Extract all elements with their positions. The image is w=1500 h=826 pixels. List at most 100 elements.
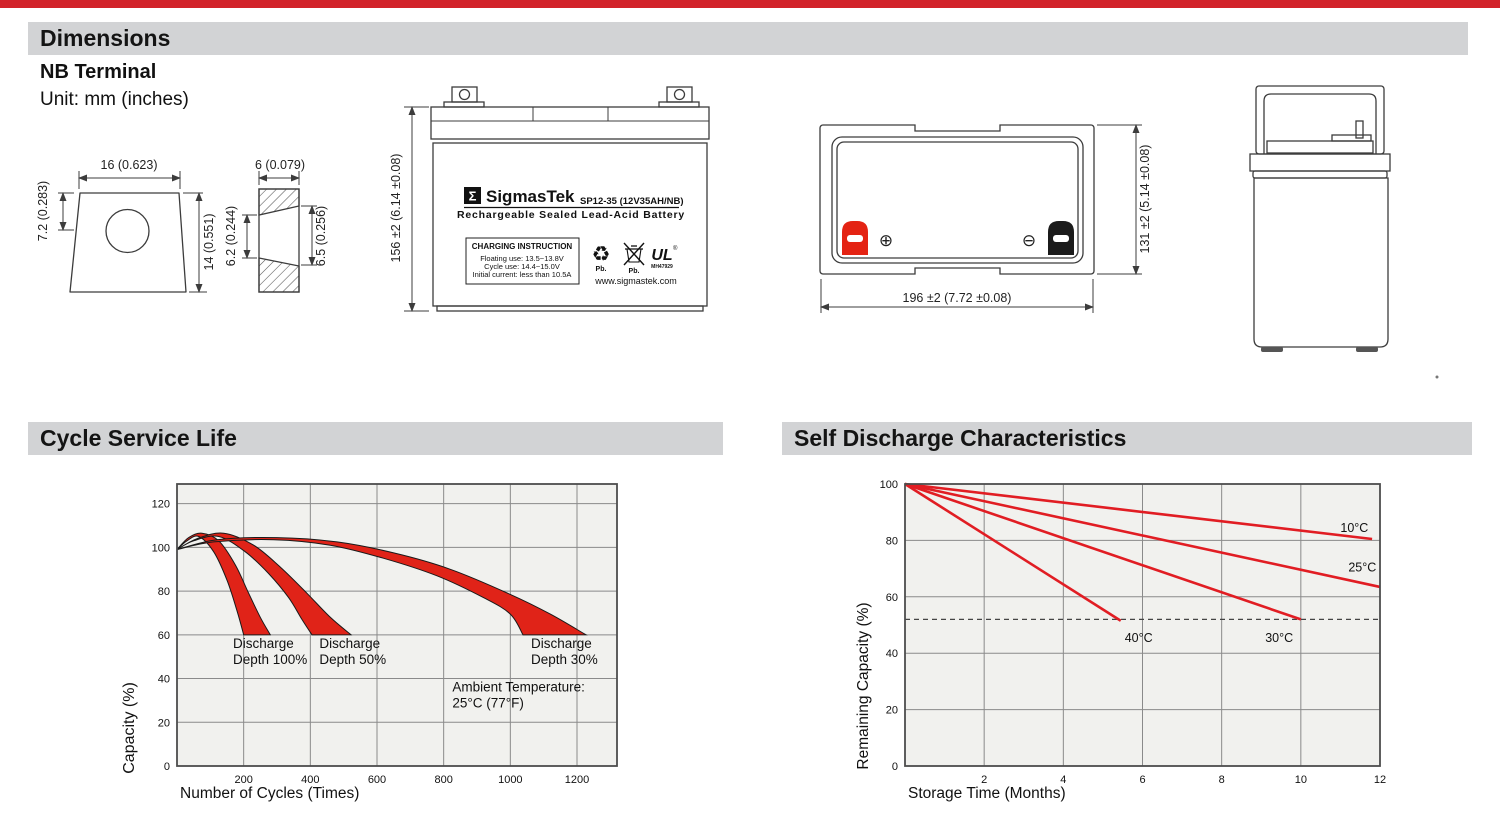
dimension-drawings: 16 (0.623) 7.2 (0.283) 14 (0.551) 6 (0.0… bbox=[36, 85, 1439, 379]
series-label: 10°C bbox=[1340, 521, 1368, 535]
svg-text:6.2 (0.244): 6.2 (0.244) bbox=[224, 206, 238, 266]
battery-subtitle: Rechargeable Sealed Lead-Acid Battery bbox=[457, 209, 685, 221]
battery-front-drawing: Σ SigmasTek SP12-35 (12V35AH/NB) Recharg… bbox=[389, 86, 710, 312]
x-tick-label: 600 bbox=[368, 774, 386, 786]
svg-text:Floating use: 13.5~13.8V: Floating use: 13.5~13.8V bbox=[480, 254, 564, 263]
x-tick-label: 1200 bbox=[565, 774, 589, 786]
series-line-25C bbox=[904, 482, 1381, 589]
svg-text:♻: ♻ bbox=[592, 243, 611, 266]
y-axis-label: Capacity (%) bbox=[121, 682, 138, 774]
svg-text:6.5 (0.256): 6.5 (0.256) bbox=[314, 206, 328, 266]
svg-text:16 (0.623): 16 (0.623) bbox=[101, 158, 158, 172]
y-tick-label: 40 bbox=[886, 648, 898, 660]
dim-terminal-side-width: 6 (0.079) bbox=[255, 158, 305, 185]
ul-mark-icon: UL ® MH47929 bbox=[651, 245, 678, 270]
plot-layer: 0 20 40 60 80 100 120 200 400 600 800 1000 1200 Disch… bbox=[152, 483, 618, 786]
crossed-bin-pb-icon: Pb. bbox=[623, 242, 645, 275]
unit-note: Unit: mm (inches) bbox=[40, 89, 189, 110]
series-label: 40°C bbox=[1125, 631, 1153, 645]
x-tick-label: 4 bbox=[1060, 774, 1066, 786]
x-tick-label: 10 bbox=[1295, 774, 1307, 786]
dim-terminal-height: 14 (0.551) bbox=[183, 192, 216, 293]
x-axis-label: Storage Time (Months) bbox=[908, 785, 1066, 802]
svg-text:CHARGING INSTRUCTION: CHARGING INSTRUCTION bbox=[472, 242, 573, 251]
charging-instruction-box: CHARGING INSTRUCTION Floating use: 13.5~… bbox=[465, 237, 580, 285]
band-discharge-depth-50- bbox=[176, 532, 353, 636]
series-label: 30°C bbox=[1265, 631, 1293, 645]
x-tick-label: 8 bbox=[1219, 774, 1225, 786]
y-tick-label: 60 bbox=[886, 592, 898, 604]
svg-text:MH47929: MH47929 bbox=[651, 264, 673, 270]
plot-border bbox=[904, 483, 1381, 767]
chart-annotation: Depth 100% bbox=[233, 652, 307, 667]
battery-foot bbox=[1261, 347, 1283, 352]
x-tick-label: 200 bbox=[234, 774, 252, 786]
sigma-logo-icon bbox=[464, 187, 481, 204]
terminal-front-drawing: 16 (0.623) 7.2 (0.283) 14 (0.551) bbox=[36, 158, 216, 293]
y-tick-label: 100 bbox=[880, 479, 898, 491]
cycle-service-life-chart: 0 20 40 60 80 100 120 200 400 600 800 1000 1200 Disch… bbox=[121, 483, 618, 802]
series-line-40C bbox=[904, 482, 1122, 622]
chart-annotation: Discharge bbox=[531, 636, 592, 651]
svg-text:14 (0.551): 14 (0.551) bbox=[202, 214, 216, 271]
svg-text:6 (0.079): 6 (0.079) bbox=[255, 158, 305, 172]
x-axis-label: Number of Cycles (Times) bbox=[180, 785, 359, 802]
y-axis-label: Remaining Capacity (%) bbox=[855, 602, 872, 769]
chart-annotation: Ambient Temperature: bbox=[452, 680, 585, 695]
plot-layer: 10°C 25°C 30°C 40°C 0 20 40 60 80 100 2 4 6 8 10 12 bbox=[880, 479, 1386, 786]
dim-terminal-offset: 7.2 (0.283) bbox=[36, 181, 74, 241]
svg-text:131 ±2 (5.14 ±0.08): 131 ±2 (5.14 ±0.08) bbox=[1138, 145, 1152, 254]
section-title: Cycle Service Life bbox=[40, 425, 237, 451]
battery-foot bbox=[1356, 347, 1378, 352]
svg-text:7.2 (0.283): 7.2 (0.283) bbox=[36, 181, 50, 241]
y-tick-label: 80 bbox=[158, 586, 170, 598]
dim-terminal-side-right: 6.5 (0.256) bbox=[301, 205, 328, 266]
battery-side-drawing bbox=[1249, 85, 1391, 352]
svg-text:Σ: Σ bbox=[469, 189, 477, 204]
svg-text:Pb.: Pb. bbox=[629, 268, 640, 275]
chart-annotation: Discharge bbox=[233, 636, 294, 651]
section-header-cycle-service-life: Cycle Service Life bbox=[28, 422, 723, 455]
side-terminal-post bbox=[1355, 120, 1364, 139]
series-line-30C bbox=[904, 482, 1302, 621]
terminal-type-label: NB Terminal bbox=[40, 61, 157, 83]
dim-terminal-width: 16 (0.623) bbox=[78, 158, 181, 189]
chart-annotation: Discharge bbox=[319, 636, 380, 651]
x-tick-label: 1000 bbox=[498, 774, 522, 786]
terminal-side-drawing: 6 (0.079) 6.2 (0.244) 6.5 (0.256) bbox=[224, 158, 328, 293]
svg-text:UL: UL bbox=[651, 247, 672, 264]
terminal-info: NB Terminal Unit: mm (inches) bbox=[40, 60, 189, 112]
x-tick-label: 2 bbox=[981, 774, 987, 786]
x-tick-label: 12 bbox=[1374, 774, 1386, 786]
dim-battery-top-height: 131 ±2 (5.14 ±0.08) bbox=[1097, 124, 1152, 275]
x-tick-label: 400 bbox=[301, 774, 319, 786]
y-tick-label: 20 bbox=[886, 705, 898, 717]
svg-text:156 ±2 (6.14 ±0.08): 156 ±2 (6.14 ±0.08) bbox=[389, 154, 403, 263]
recycle-pb-icon: ♻ Pb. bbox=[592, 243, 611, 273]
minus-symbol-icon: ⊖ bbox=[1022, 231, 1036, 250]
svg-text:®: ® bbox=[673, 245, 678, 252]
svg-text:Cycle use: 14.4~15.0V: Cycle use: 14.4~15.0V bbox=[484, 262, 560, 271]
section-header-dimensions: Dimensions bbox=[28, 22, 1468, 55]
battery-top-drawing: ⊕ ⊖ 131 ±2 (5.14 ±0.08) 196 ±2 (7.72 ±0.… bbox=[819, 124, 1152, 313]
dim-battery-top-width: 196 ±2 (7.72 ±0.08) bbox=[820, 279, 1094, 313]
series-label: 25°C bbox=[1348, 560, 1376, 574]
chart-annotation: Depth 30% bbox=[531, 652, 598, 667]
svg-text:Initial current: less than 10.: Initial current: less than 10.5A bbox=[473, 270, 572, 279]
series-line-10C bbox=[904, 482, 1373, 541]
chart-annotation: Depth 50% bbox=[319, 652, 386, 667]
y-tick-label: 20 bbox=[158, 717, 170, 729]
plus-symbol-icon: ⊕ bbox=[879, 231, 893, 250]
dim-terminal-side-left: 6.2 (0.244) bbox=[224, 206, 257, 266]
x-tick-label: 6 bbox=[1139, 774, 1145, 786]
plot-border bbox=[176, 483, 618, 767]
y-tick-label: 0 bbox=[164, 761, 170, 773]
y-tick-label: 0 bbox=[892, 761, 898, 773]
chart-annotation: 25°C (77°F) bbox=[452, 696, 524, 711]
y-tick-label: 120 bbox=[152, 499, 170, 511]
y-tick-label: 40 bbox=[158, 674, 170, 686]
stray-dot bbox=[1435, 375, 1439, 379]
section-header-self-discharge: Self Discharge Characteristics bbox=[782, 422, 1472, 455]
section-title: Dimensions bbox=[40, 25, 171, 51]
brand-name: SigmasTek bbox=[486, 187, 575, 206]
